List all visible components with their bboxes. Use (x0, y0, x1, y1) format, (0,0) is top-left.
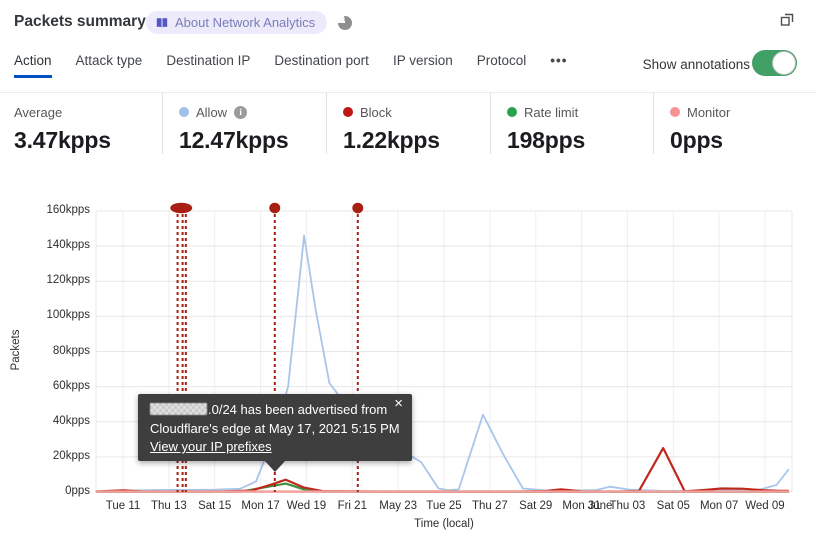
x-tick-label: Thu 03 (609, 500, 646, 512)
x-tick-label: Thu 27 (471, 500, 508, 512)
y-tick-label: 80kpps (52, 344, 90, 357)
allow-legend-dot (179, 107, 189, 117)
tab-destination-ip[interactable]: Destination IP (166, 53, 251, 68)
y-tick-label: 100kpps (46, 309, 90, 322)
y-tick-label: 0pps (65, 485, 90, 497)
x-tick-label: Mon 31 (562, 500, 601, 512)
x-tick-label: Fri 21 (337, 500, 367, 512)
badge-label: About Network Analytics (175, 15, 316, 30)
y-tick-label: 60kpps (52, 379, 90, 392)
annotation-dot[interactable] (170, 202, 193, 214)
tab-destination-port[interactable]: Destination port (274, 53, 369, 68)
x-tick-label: Tue 11 (105, 500, 141, 512)
book-icon (155, 16, 169, 30)
stat-average: Average 3.47kpps (0, 93, 162, 154)
stat-label: Average (14, 104, 63, 120)
x-tick-label: Tue 25 (426, 500, 462, 512)
x-tick-label: May 23 (379, 500, 417, 512)
tab-attack-type[interactable]: Attack type (75, 53, 143, 68)
view-ip-prefixes-link[interactable]: View your IP prefixes (150, 439, 272, 454)
show-annotations-label: Show annotations (642, 57, 750, 72)
y-axis-title: Packets (10, 329, 22, 370)
show-annotations-toggle[interactable] (752, 50, 797, 76)
x-axis-title: Time (local) (414, 518, 474, 530)
stat-rate-limit: Rate limit 198pps (490, 93, 653, 154)
stat-value: 1.22kpps (343, 127, 440, 153)
x-month-label: June (587, 500, 613, 512)
x-tick-label: Sat 15 (198, 500, 232, 512)
stat-value: 12.47kpps (179, 127, 289, 153)
stat-monitor: Monitor 0pps (653, 93, 816, 154)
y-tick-label: 140kpps (46, 239, 90, 252)
tab-ip-version[interactable]: IP version (392, 53, 453, 68)
block-legend-dot (343, 107, 353, 117)
tooltip-line2: Cloudflare's edge at May 17, 2021 5:15 P… (150, 420, 400, 436)
y-tick-label: 40kpps (52, 414, 90, 427)
stat-allow: Allow i 12.47kpps (162, 93, 326, 154)
annotation-dot[interactable] (352, 202, 364, 214)
tooltip-close-icon[interactable]: × (394, 395, 403, 412)
y-tick-label: 160kpps (46, 204, 90, 216)
stats-row: Average 3.47kpps Allow i 12.47kpps Block 1.22k… (0, 92, 816, 154)
stat-value: 0pps (670, 127, 723, 153)
stat-label: Rate limit (524, 104, 579, 120)
page-title: Packets summary (14, 13, 146, 30)
about-network-analytics-badge[interactable]: About Network Analytics (146, 11, 328, 34)
tab-more[interactable]: ••• (550, 53, 568, 68)
y-tick-label: 120kpps (46, 274, 90, 287)
stat-value: 198pps (507, 127, 586, 153)
x-tick-label: Sat 05 (656, 500, 690, 512)
redacted-ip-prefix (150, 403, 207, 415)
pie-chart-icon[interactable] (338, 16, 352, 30)
rate-limit-legend-dot (507, 107, 517, 117)
stat-label: Block (360, 104, 392, 120)
x-tick-label: Wed 19 (286, 500, 327, 512)
tab-protocol[interactable]: Protocol (476, 53, 527, 68)
monitor-legend-dot (670, 107, 680, 117)
rate-limit-line (95, 482, 789, 493)
stat-block: Block 1.22kpps (326, 93, 490, 154)
x-tick-label: Mon 17 (241, 500, 280, 512)
x-tick-label: Sat 29 (519, 500, 553, 512)
y-tick-label: 20kpps (52, 449, 90, 462)
dimension-tabs: Action Attack type Destination IP Destinati… (14, 53, 567, 78)
stat-label: Allow (196, 104, 228, 120)
stat-value: 3.47kpps (14, 127, 111, 153)
popout-window-icon[interactable] (779, 12, 795, 28)
x-tick-label: Wed 09 (745, 500, 785, 512)
toggle-knob (772, 51, 796, 75)
tooltip-line1: .0/24 has been advertised from (150, 401, 400, 420)
info-icon[interactable]: i (234, 105, 248, 119)
stat-label: Monitor (687, 104, 731, 120)
tooltip-caret (264, 460, 286, 472)
annotation-dot[interactable] (269, 202, 281, 214)
tab-action[interactable]: Action (14, 53, 52, 78)
annotation-tooltip: .0/24 has been advertised from Cloudflar… (138, 394, 412, 472)
x-tick-label: Thu 13 (150, 500, 187, 512)
x-tick-label: Mon 07 (699, 500, 739, 512)
